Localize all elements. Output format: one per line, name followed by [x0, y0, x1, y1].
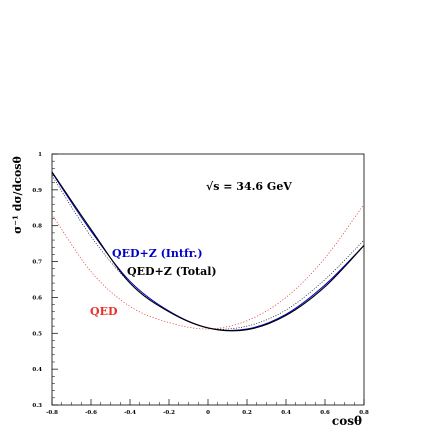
y-tick-label: 0.7: [32, 260, 42, 266]
y-tick-label: 0.8: [32, 224, 42, 230]
y-tick-label: 0.9: [32, 188, 42, 194]
y-axis-title: σ⁻¹ dσ/dcosθ: [11, 156, 24, 234]
intfr-annotation: QED+Z (Intfr.): [112, 247, 203, 260]
x-tick-label: 0.2: [242, 410, 252, 416]
x-tick-label: -0.4: [124, 410, 136, 416]
total-annotation: QED+Z (Total): [127, 265, 217, 278]
x-tick-label: -0.8: [46, 410, 58, 416]
x-tick-label: 0.8: [359, 410, 369, 416]
y-tick-label: 0.3: [32, 403, 42, 409]
x-tick-label: -0.2: [163, 410, 175, 416]
y-tick-label: 0.5: [32, 331, 42, 337]
y-axis-ticks: 0.3 0.4 0.5 0.6 0.7 0.8 0.9 1: [32, 152, 58, 409]
x-tick-label: -0.6: [85, 410, 97, 416]
y-tick-label: 0.6: [32, 295, 42, 301]
x-axis-ticks: -0.8 -0.6 -0.4 -0.2 0 0.2 0.4 0.6 0.8: [46, 399, 369, 416]
x-tick-label: 0.6: [320, 410, 330, 416]
series-line-qed-3: [51, 203, 365, 330]
energy-annotation: √s = 34.6 GeV: [206, 180, 292, 193]
x-tick-label: 0: [206, 410, 210, 416]
series-line-qed-z-total-0: [51, 171, 365, 332]
series-layer: [51, 171, 365, 332]
x-axis-title: cosθ: [332, 414, 362, 428]
x-tick-label: 0.4: [281, 410, 291, 416]
y-tick-label: 0.4: [32, 367, 42, 373]
qed-annotation: QED: [90, 305, 118, 318]
y-tick-label: 1: [38, 152, 42, 158]
